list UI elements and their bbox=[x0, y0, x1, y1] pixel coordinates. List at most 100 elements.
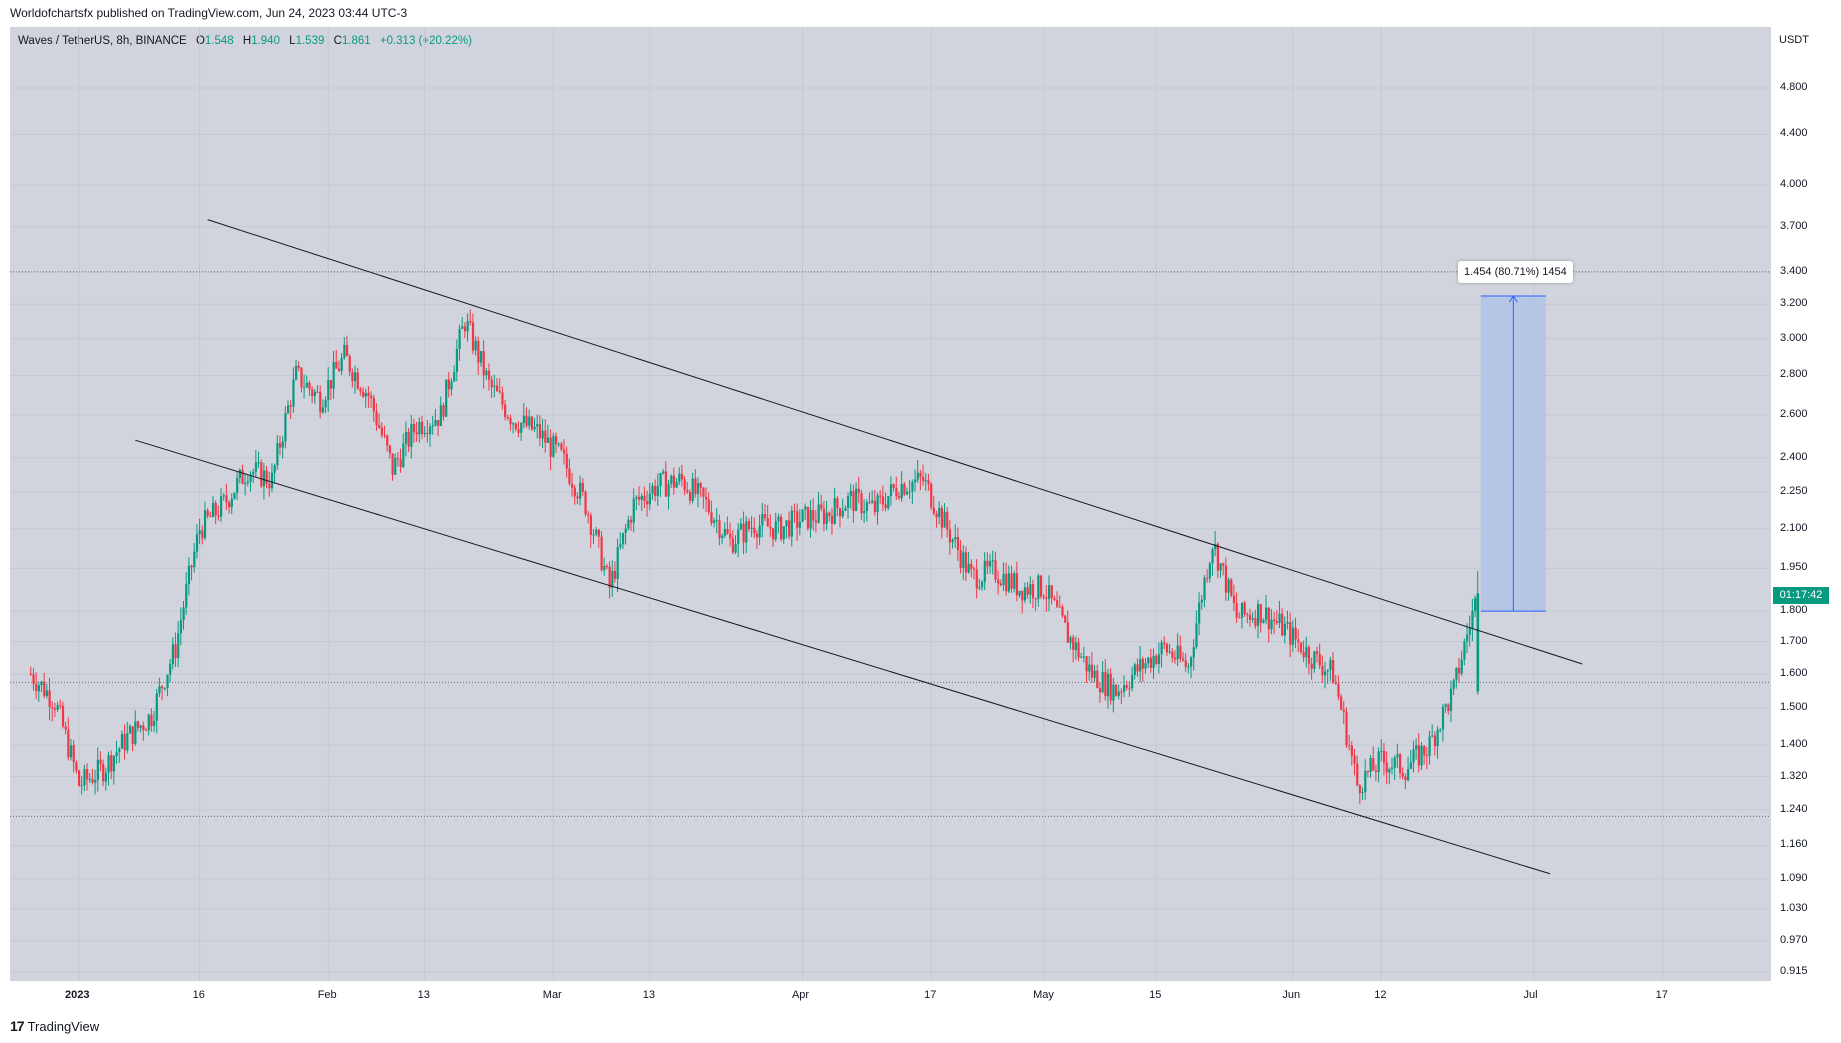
candle-body bbox=[659, 473, 662, 486]
candle-body bbox=[1326, 670, 1329, 672]
candle-body bbox=[1425, 755, 1429, 757]
candle-body bbox=[1179, 645, 1182, 659]
candle-body bbox=[410, 424, 413, 447]
candle-body bbox=[1106, 673, 1110, 697]
candle-body bbox=[380, 427, 383, 435]
price-tick-label: 1.800 bbox=[1780, 604, 1808, 617]
candle-body bbox=[1109, 673, 1112, 701]
candle-body bbox=[209, 515, 212, 518]
candle-body bbox=[726, 529, 729, 534]
candle-body bbox=[1031, 584, 1035, 599]
candle-body bbox=[1423, 745, 1426, 756]
candle-body bbox=[1345, 711, 1348, 746]
candle-body bbox=[351, 371, 354, 382]
low-label: L bbox=[289, 35, 296, 47]
candle-body bbox=[1042, 596, 1045, 598]
candle-body bbox=[571, 483, 574, 488]
candle-body bbox=[501, 392, 504, 405]
candle-body bbox=[544, 430, 547, 443]
candle-body bbox=[1401, 773, 1404, 777]
candle-body bbox=[755, 533, 759, 538]
candle-body bbox=[447, 379, 450, 390]
candle-body bbox=[675, 481, 678, 488]
candle-body bbox=[1219, 563, 1222, 571]
price-tick-label: 1.090 bbox=[1780, 871, 1808, 884]
candle-body bbox=[402, 443, 405, 468]
candle-body bbox=[648, 493, 651, 505]
candle-body bbox=[552, 436, 555, 457]
candle-body bbox=[780, 516, 783, 540]
candle-body bbox=[493, 385, 496, 388]
candle-body bbox=[1340, 696, 1343, 710]
candle-body bbox=[651, 485, 654, 494]
candle-body bbox=[1318, 653, 1321, 666]
candle-body bbox=[254, 462, 258, 472]
candle-body bbox=[549, 437, 552, 457]
candle-body bbox=[584, 491, 587, 515]
open-label: O bbox=[195, 35, 205, 47]
candle-body bbox=[1039, 575, 1043, 597]
candle-body bbox=[1297, 639, 1300, 643]
candle-body bbox=[238, 469, 241, 478]
candle-body bbox=[782, 526, 785, 540]
candle-body bbox=[841, 510, 844, 517]
candle-body bbox=[1377, 751, 1380, 773]
candle-body bbox=[364, 392, 367, 397]
candle-body bbox=[367, 392, 370, 396]
candle-body bbox=[1262, 619, 1265, 623]
candle-body bbox=[1315, 651, 1319, 654]
candle-body bbox=[680, 473, 684, 480]
candle-body bbox=[1056, 600, 1059, 607]
candle-body bbox=[517, 429, 520, 433]
candle-body bbox=[520, 422, 523, 433]
candle-body bbox=[546, 437, 550, 443]
candle-body bbox=[1232, 595, 1236, 604]
candle-body bbox=[514, 423, 517, 430]
candle-body bbox=[828, 512, 831, 516]
candle-body bbox=[806, 506, 810, 529]
candle-body bbox=[672, 475, 676, 488]
candle-body bbox=[134, 721, 137, 744]
time-tick-label: May bbox=[1033, 989, 1054, 1001]
candle-body bbox=[1088, 664, 1091, 672]
candle-body bbox=[450, 381, 453, 390]
candle-body bbox=[525, 415, 528, 427]
candle-body bbox=[407, 431, 410, 447]
price-unit: USDT bbox=[1779, 34, 1809, 46]
candle-body bbox=[940, 507, 944, 528]
candle-body bbox=[72, 745, 75, 763]
candle-body bbox=[1246, 614, 1249, 616]
candle-body bbox=[962, 552, 965, 569]
candle-body bbox=[1125, 685, 1128, 688]
candle-body bbox=[485, 370, 488, 376]
candle-body bbox=[423, 432, 426, 435]
candle-body bbox=[1254, 618, 1257, 626]
candle-body bbox=[404, 431, 408, 444]
candle-body bbox=[1275, 621, 1278, 623]
candle-body bbox=[268, 483, 271, 489]
candle-body bbox=[504, 404, 507, 417]
candle-body bbox=[201, 530, 204, 539]
candle-body bbox=[916, 472, 919, 480]
candle-body bbox=[1112, 684, 1115, 701]
candle-body bbox=[40, 681, 43, 686]
candle-body bbox=[970, 563, 973, 569]
candle-body bbox=[1005, 573, 1008, 592]
candle-body bbox=[461, 326, 464, 329]
candle-body bbox=[383, 434, 386, 436]
candle-body bbox=[900, 483, 903, 499]
candle-body bbox=[721, 535, 724, 538]
candle-body bbox=[715, 520, 718, 522]
candle-body bbox=[707, 499, 710, 513]
time-tick-label: 12 bbox=[1374, 989, 1387, 1001]
candle-body bbox=[528, 416, 531, 427]
time-tick-label: 16 bbox=[192, 989, 205, 1001]
price-tick-label: 1.400 bbox=[1780, 738, 1808, 751]
candle-body bbox=[236, 477, 239, 493]
candle-body bbox=[1415, 745, 1418, 750]
candle-body bbox=[1248, 614, 1252, 620]
candle-body bbox=[1278, 613, 1281, 623]
candle-body bbox=[667, 483, 670, 497]
candle-body bbox=[131, 726, 134, 744]
